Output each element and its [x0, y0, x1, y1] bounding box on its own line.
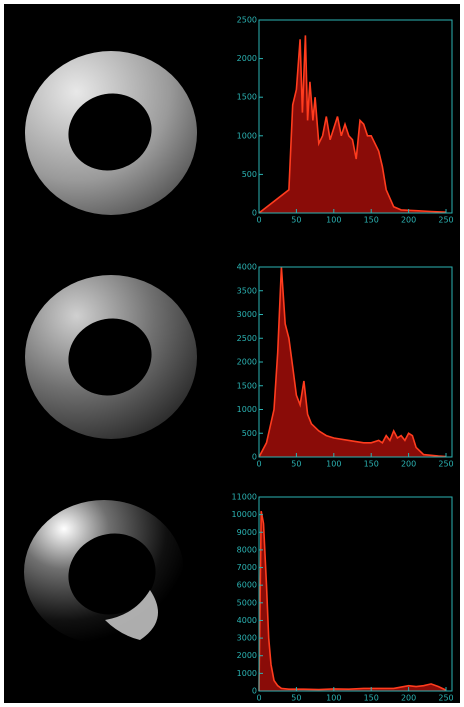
y-tick-label: 2000 [237, 54, 257, 63]
x-tick-label: 200 [401, 460, 416, 469]
x-tick-label: 200 [401, 216, 416, 225]
x-tick-label: 100 [326, 216, 341, 225]
x-tick-label: 50 [291, 694, 301, 703]
y-tick-label: 8000 [237, 545, 257, 554]
y-tick-label: 1500 [237, 93, 257, 102]
y-tick-label: 3500 [237, 286, 257, 295]
y-tick-label: 6000 [237, 581, 257, 590]
x-tick-label: 150 [364, 694, 379, 703]
y-tick-label: 500 [242, 170, 257, 179]
y-tick-label: 10000 [232, 510, 257, 519]
y-tick-label: 1000 [237, 405, 257, 414]
x-tick-label: 150 [364, 216, 379, 225]
y-tick-label: 11000 [232, 493, 257, 502]
figure: 0501001502002500500100015002000250005010… [0, 0, 464, 707]
y-tick-label: 4000 [237, 263, 257, 272]
y-tick-label: 3000 [237, 634, 257, 643]
x-tick-label: 50 [291, 460, 301, 469]
y-tick-label: 2000 [237, 651, 257, 660]
y-tick-label: 2000 [237, 358, 257, 367]
torus-image [25, 275, 197, 439]
y-tick-label: 0 [252, 209, 257, 218]
y-tick-label: 9000 [237, 528, 257, 537]
y-tick-label: 1000 [237, 669, 257, 678]
y-tick-label: 2500 [237, 16, 257, 25]
torus-image [25, 51, 197, 215]
x-tick-label: 200 [401, 694, 416, 703]
y-tick-label: 3000 [237, 310, 257, 319]
x-tick-label: 250 [438, 694, 453, 703]
y-tick-label: 0 [252, 453, 257, 462]
y-tick-label: 7000 [237, 563, 257, 572]
x-tick-label: 0 [256, 216, 261, 225]
x-tick-label: 50 [291, 216, 301, 225]
x-tick-label: 250 [438, 216, 453, 225]
x-tick-label: 100 [326, 694, 341, 703]
x-tick-label: 100 [326, 460, 341, 469]
torus-image [24, 500, 184, 644]
x-tick-label: 150 [364, 460, 379, 469]
x-tick-label: 250 [438, 460, 453, 469]
y-tick-label: 0 [252, 687, 257, 696]
y-tick-label: 2500 [237, 334, 257, 343]
y-tick-label: 1000 [237, 131, 257, 140]
y-tick-label: 500 [242, 429, 257, 438]
y-tick-label: 4000 [237, 616, 257, 625]
y-tick-label: 1500 [237, 381, 257, 390]
x-tick-label: 0 [256, 460, 261, 469]
x-tick-label: 0 [256, 694, 261, 703]
y-tick-label: 5000 [237, 598, 257, 607]
